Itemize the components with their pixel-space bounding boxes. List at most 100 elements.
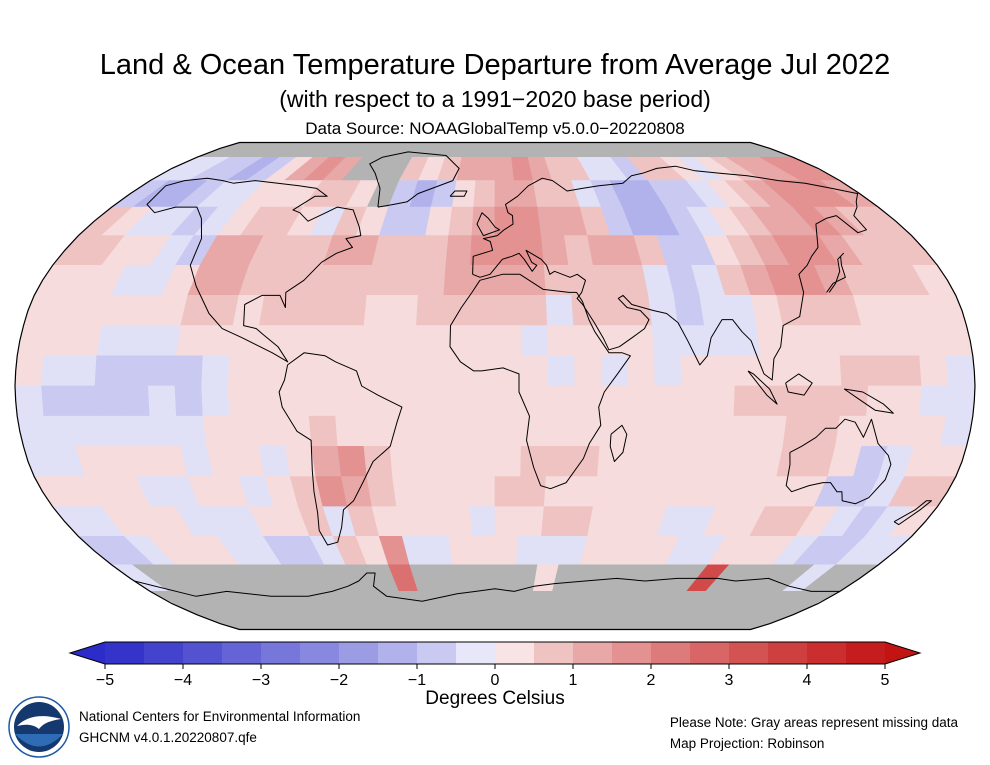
map-cell — [335, 325, 365, 357]
map-cell — [574, 355, 603, 387]
colorbar-segment — [846, 642, 886, 664]
map-cell — [467, 385, 496, 417]
map-cell — [307, 355, 337, 387]
map-cell — [366, 264, 398, 296]
map-cell — [420, 506, 450, 537]
map-cell — [730, 415, 761, 447]
map-cell — [471, 206, 496, 236]
map-cell — [653, 385, 683, 417]
map-cell — [361, 385, 390, 417]
map-cell — [599, 415, 629, 447]
coastline — [472, 165, 867, 381]
colorbar-segment — [456, 642, 496, 664]
map-cell — [229, 415, 260, 447]
map-cell — [625, 415, 655, 447]
map-cell — [122, 325, 155, 357]
map-cell — [442, 446, 470, 477]
colorbar-segment — [612, 642, 652, 664]
map-cell — [494, 476, 521, 508]
colorbar-segment — [573, 642, 613, 664]
map-cell — [96, 415, 129, 447]
coastline — [476, 212, 501, 237]
footer-left: National Centers for Environmental Infor… — [8, 696, 360, 758]
colorbar-segment — [222, 642, 262, 664]
map-cell — [494, 264, 521, 296]
coastline — [609, 424, 628, 462]
map-cell — [174, 355, 204, 387]
map-cell — [892, 385, 923, 417]
map-cell — [494, 385, 523, 417]
map-cell — [651, 415, 682, 447]
map-cell — [337, 446, 368, 477]
map-cell — [648, 446, 679, 477]
colorbar-segment — [807, 642, 847, 664]
map-cell — [227, 355, 257, 387]
map-cell — [835, 325, 868, 357]
map-cell — [520, 446, 548, 477]
colorbar-tick-label: 3 — [725, 672, 734, 689]
map-cell — [201, 385, 230, 417]
map-cell — [520, 295, 548, 326]
map-cell — [311, 446, 342, 477]
map-cell — [547, 385, 576, 417]
map-cell — [494, 614, 513, 630]
colorbar-tick-label: −5 — [96, 672, 114, 689]
map-cell — [839, 355, 869, 387]
map-cell — [14, 355, 45, 387]
page-subtitle: (with respect to a 1991−2020 base period… — [279, 86, 711, 112]
map-cell — [201, 355, 230, 387]
map-cell — [540, 235, 570, 266]
map-cell — [574, 385, 603, 417]
map-cell — [733, 355, 763, 387]
map-cell — [494, 355, 523, 387]
coastline — [278, 352, 403, 546]
coastline — [826, 252, 846, 293]
map-cell — [361, 355, 390, 387]
map-cell — [494, 536, 519, 566]
colorbar-segment — [183, 642, 223, 664]
coastline — [747, 370, 778, 405]
map-cell — [202, 415, 234, 447]
map-cell — [176, 325, 208, 357]
coastline — [134, 572, 840, 602]
map-cell — [494, 156, 515, 181]
map-cell — [415, 415, 443, 447]
map-cell — [494, 325, 522, 357]
map-cell — [568, 264, 598, 296]
map-cell — [494, 295, 522, 326]
map-cell — [388, 325, 417, 357]
map-cell — [361, 415, 391, 447]
colorbar-tick-label: −2 — [330, 672, 348, 689]
map-cell — [756, 415, 788, 447]
map-cell — [622, 446, 653, 477]
map-cell — [94, 355, 124, 387]
colorbar: −5 −4 −3 −2 −1 0 1 2 3 4 5 — [68, 641, 922, 689]
map-cell — [707, 385, 736, 417]
map-cell — [494, 415, 522, 447]
map-cell — [334, 385, 363, 417]
map-cell — [573, 325, 602, 357]
map-cell — [448, 206, 475, 236]
map-cell — [254, 355, 283, 387]
map-cell — [147, 355, 177, 387]
map-cell — [255, 415, 286, 447]
map-cell — [387, 355, 416, 387]
map-cell — [307, 385, 337, 417]
map-cell — [760, 355, 789, 387]
map-cell — [443, 476, 471, 508]
map-cell — [414, 385, 443, 417]
map-cell — [389, 295, 419, 326]
map-cell — [475, 156, 496, 181]
colorbar-tick-label: 2 — [647, 672, 656, 689]
map-cell — [361, 325, 391, 357]
coastline — [843, 388, 894, 414]
map-cell — [67, 385, 98, 417]
map-cell — [41, 355, 71, 387]
footer-right: Please Note: Gray areas represent missin… — [670, 712, 958, 754]
map-cell — [229, 325, 260, 357]
data-source-line: Data Source: NOAAGlobalTemp v5.0.0−20220… — [305, 119, 685, 138]
map-cell — [420, 235, 450, 266]
map-cell — [149, 325, 182, 357]
footer-note-line: Please Note: Gray areas represent missin… — [669, 715, 958, 730]
